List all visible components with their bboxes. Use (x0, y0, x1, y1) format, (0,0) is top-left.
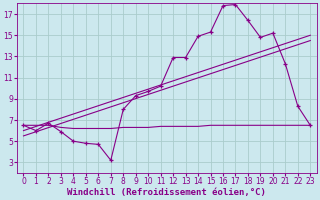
X-axis label: Windchill (Refroidissement éolien,°C): Windchill (Refroidissement éolien,°C) (68, 188, 266, 197)
